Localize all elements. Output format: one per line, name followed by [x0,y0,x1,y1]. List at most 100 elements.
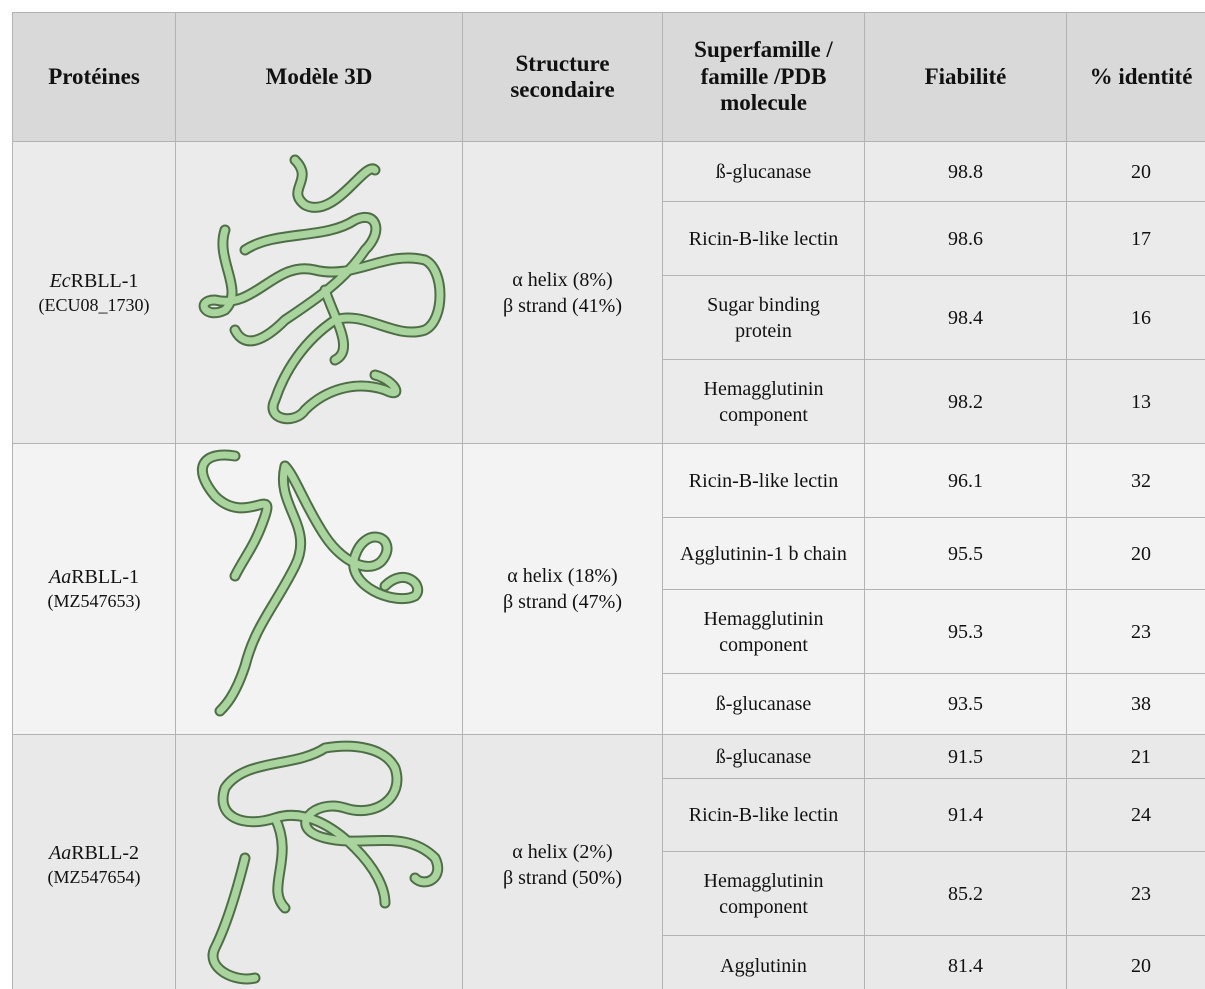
reliability-cell: 91.4 [864,778,1067,852]
reliability: 81.4 [948,953,983,979]
family: Ricin-B-like lectin [689,802,838,828]
identity-cell: 24 [1066,778,1205,852]
identity: 20 [1131,159,1151,185]
protein-cell: EcRBLL-1(ECU08_1730) [12,141,176,444]
identity-cell: 21 [1066,734,1205,779]
identity: 38 [1131,691,1151,717]
family: Sugar binding protein [677,292,850,344]
family-cell: Ricin-B-like lectin [662,778,865,852]
protein-name: AaRBLL-1 [49,564,139,590]
protein-name: EcRBLL-1 [50,268,139,294]
strand: β strand (41%) [503,293,622,319]
protein: RBLL-2 [71,842,139,864]
identity-cell: 23 [1066,851,1205,936]
reliability: 91.4 [948,802,983,828]
header-text: Protéines [48,64,140,90]
accession: (MZ547653) [48,590,141,613]
identity: 32 [1131,468,1151,494]
family-cell: Sugar binding protein [662,275,865,360]
reliability: 98.2 [948,389,983,415]
family-cell: Ricin-B-like lectin [662,443,865,518]
family: Ricin-B-like lectin [689,468,838,494]
family-cell: Agglutinin-1 b chain [662,517,865,590]
table-page: Protéines Modèle 3D Structure secondaire Su… [0,0,1205,989]
structure-cell: α helix (2%)β strand (50%) [462,734,663,989]
identity: 20 [1131,953,1151,979]
reliability-cell: 81.4 [864,935,1067,989]
family-cell: ß-glucanase [662,141,865,202]
accession: (ECU08_1730) [39,294,150,317]
family: Agglutinin-1 b chain [680,541,847,567]
accession: (MZ547654) [48,866,141,889]
species: Aa [49,566,71,588]
protein-cell: AaRBLL-1(MZ547653) [12,443,176,735]
protein-name: AaRBLL-2 [49,840,139,866]
identity-cell: 20 [1066,517,1205,590]
family: ß-glucanase [716,159,812,185]
identity: 23 [1131,619,1151,645]
family-cell: ß-glucanase [662,734,865,779]
reliability: 95.3 [948,619,983,645]
reliability: 98.8 [948,159,983,185]
header-text: Modèle 3D [266,64,373,90]
header-text: % identité [1090,64,1193,90]
model-3d [185,446,455,728]
identity-cell: 23 [1066,589,1205,674]
family: ß-glucanase [716,744,812,770]
model-3d [185,738,455,989]
identity: 16 [1131,305,1151,331]
family: Hemagglutinin component [677,606,850,658]
reliability-cell: 98.4 [864,275,1067,360]
identity-cell: 32 [1066,443,1205,518]
identity: 24 [1131,802,1151,828]
helix: α helix (2%) [512,839,612,865]
family-cell: Agglutinin [662,935,865,989]
header-cell: Superfamille / famille /PDB molecule [662,12,865,142]
identity-cell: 38 [1066,673,1205,735]
family-cell: ß-glucanase [662,673,865,735]
reliability-cell: 98.6 [864,201,1067,276]
protein: RBLL-1 [71,270,139,292]
reliability: 98.6 [948,226,983,252]
reliability-cell: 91.5 [864,734,1067,779]
reliability: 93.5 [948,691,983,717]
family: Agglutinin [720,953,807,979]
family-cell: Hemagglutinin component [662,589,865,674]
ribbon-model [213,746,438,979]
identity-cell: 13 [1066,359,1205,444]
identity: 23 [1131,881,1151,907]
ribbon-model [202,455,417,711]
structure-cell: α helix (8%)β strand (41%) [462,141,663,444]
identity-cell: 20 [1066,141,1205,202]
identity: 17 [1131,226,1151,252]
reliability-cell: 98.8 [864,141,1067,202]
header-cell: % identité [1066,12,1205,142]
identity-cell: 20 [1066,935,1205,989]
reliability-cell: 98.2 [864,359,1067,444]
reliability-cell: 95.5 [864,517,1067,590]
header-text: Superfamille / famille /PDB molecule [677,37,850,116]
structure-cell: α helix (18%)β strand (47%) [462,443,663,735]
reliability: 95.5 [948,541,983,567]
header-cell: Fiabilité [864,12,1067,142]
header-text: Structure secondaire [477,51,648,104]
reliability: 91.5 [948,744,983,770]
family: ß-glucanase [716,691,812,717]
reliability: 98.4 [948,305,983,331]
family-cell: Hemagglutinin component [662,851,865,936]
model-3d [185,150,455,435]
family: Ricin-B-like lectin [689,226,838,252]
family-cell: Hemagglutinin component [662,359,865,444]
reliability-cell: 85.2 [864,851,1067,936]
header-cell: Structure secondaire [462,12,663,142]
identity: 21 [1131,744,1151,770]
identity: 20 [1131,541,1151,567]
reliability-cell: 96.1 [864,443,1067,518]
family: Hemagglutinin component [677,376,850,428]
reliability-cell: 95.3 [864,589,1067,674]
header-text: Fiabilité [925,64,1007,90]
protein: RBLL-1 [71,566,139,588]
protein-cell: AaRBLL-2(MZ547654) [12,734,176,989]
family-cell: Ricin-B-like lectin [662,201,865,276]
strand: β strand (50%) [503,865,622,891]
